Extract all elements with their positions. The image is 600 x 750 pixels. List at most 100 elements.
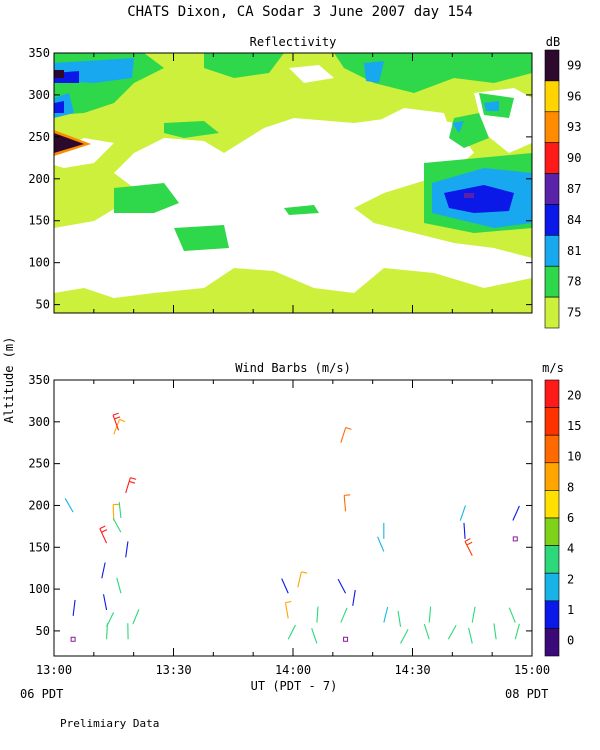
wind-xtick-label: 14:30 xyxy=(394,663,430,677)
wind-barb xyxy=(352,589,356,606)
wind-barb xyxy=(72,599,76,616)
refl-colorbar-label: 93 xyxy=(567,120,581,134)
wind-barb xyxy=(297,571,308,588)
wind-y-axis: 50 100 150 200 250 300 350 xyxy=(28,373,532,638)
wind-barb xyxy=(464,538,473,556)
refl-x-axis xyxy=(53,53,533,313)
wind-barb xyxy=(284,601,292,619)
refl-colorbar-band xyxy=(544,235,560,267)
refl-blue-patch-2 xyxy=(54,101,64,113)
wind-ytick-label: 200 xyxy=(28,498,50,512)
refl-colorbar-band xyxy=(544,49,560,82)
reflectivity-title: Reflectivity xyxy=(250,35,337,49)
refl-green-patch-7 xyxy=(449,113,489,148)
wind-barb xyxy=(343,494,351,512)
preliminary-note: Prelimiary Data xyxy=(60,717,159,730)
refl-colorbar-label: 84 xyxy=(567,213,581,227)
refl-colorbar-band xyxy=(544,111,560,143)
refl-ytick-label: 350 xyxy=(28,46,50,60)
wind-colorbar-label: 8 xyxy=(567,480,574,494)
wind-barb xyxy=(125,541,129,558)
refl-purple-dot xyxy=(464,193,474,198)
refl-green-patch-2 xyxy=(204,53,284,78)
wind-barb xyxy=(316,606,319,623)
wind-ytick-label: 250 xyxy=(28,457,50,471)
wind-ytick-label: 150 xyxy=(28,540,50,554)
refl-colorbar-band xyxy=(544,173,560,205)
wind-barb xyxy=(132,609,140,625)
wind-barb-calm xyxy=(343,636,349,642)
wind-barb xyxy=(463,522,466,539)
refl-ytick-label: 250 xyxy=(28,130,50,144)
wind-barb-calm xyxy=(512,536,518,542)
wind-barb xyxy=(508,607,516,623)
wind-title: Wind Barbs (m/s) xyxy=(235,361,351,375)
wind-ytick-label: 300 xyxy=(28,415,50,429)
wind-ytick-label: 100 xyxy=(28,582,50,596)
wind-barb xyxy=(125,477,137,494)
refl-colorbar-band xyxy=(544,265,560,298)
refl-colorbar-label: 81 xyxy=(567,244,581,258)
wind-barb xyxy=(281,578,289,594)
refl-colorbar-label: 75 xyxy=(567,306,581,320)
x-axis-label: UT (PDT - 7) xyxy=(251,679,338,693)
wind-barb xyxy=(311,628,318,644)
refl-green-patch-10 xyxy=(284,205,319,215)
end-time-label: 08 PDT xyxy=(505,687,548,701)
refl-white-region-5 xyxy=(289,65,334,83)
wind-barb xyxy=(112,412,121,431)
refl-dark-patch xyxy=(54,70,64,78)
wind-barb xyxy=(383,606,389,623)
wind-barb xyxy=(493,623,497,640)
refl-colorbar-label: 78 xyxy=(567,275,581,289)
wind-xtick-label: 15:00 xyxy=(514,663,550,677)
wind-ytick-label: 350 xyxy=(28,373,50,387)
refl-ytick-label: 150 xyxy=(28,214,50,228)
figure-title: CHATS Dixon, CA Sodar 3 June 2007 day 15… xyxy=(127,4,473,20)
wind-barb xyxy=(512,505,520,521)
refl-peak-core xyxy=(54,133,84,153)
wind-colorbar-label: 20 xyxy=(567,388,581,402)
wind-barb xyxy=(377,536,385,552)
wind-barb xyxy=(337,578,347,594)
start-time-label: 06 PDT xyxy=(20,687,63,701)
wind-barb xyxy=(99,525,108,544)
wind-colorbar-band xyxy=(544,407,560,436)
wind-colorbar-label: 15 xyxy=(567,419,581,433)
wind-barbs xyxy=(64,412,520,644)
wind-colorbar-band xyxy=(544,379,560,408)
refl-ytick-label: 300 xyxy=(28,88,50,102)
refl-cyan-patch-6 xyxy=(484,101,499,111)
refl-cyan-patch-3 xyxy=(364,61,384,83)
refl-ytick-label: 200 xyxy=(28,172,50,186)
wind-barb xyxy=(428,606,432,623)
wind-barb xyxy=(400,629,409,644)
refl-green-patch-4 xyxy=(164,121,219,138)
wind-barb xyxy=(340,426,352,443)
wind-colorbar-label: 10 xyxy=(567,450,581,464)
reflectivity-plot xyxy=(54,53,532,313)
refl-blue-core xyxy=(444,185,514,213)
refl-cyan-patch-5 xyxy=(452,121,464,133)
wind-colorbar-band xyxy=(544,517,560,546)
wind-barb xyxy=(113,418,126,435)
wind-barb-calm xyxy=(70,636,76,642)
refl-colorbar-unit: dB xyxy=(546,35,560,49)
wind-barb xyxy=(64,498,74,513)
refl-white-region-3 xyxy=(374,108,454,153)
wind-barb xyxy=(287,624,296,640)
wind-xtick-label: 13:30 xyxy=(155,663,191,677)
wind-barb xyxy=(340,607,348,623)
refl-y-axis: 50 100 150 200 250 300 350 xyxy=(28,46,532,312)
refl-colorbar-band xyxy=(544,296,560,329)
wind-x-axis: 13:00 13:30 14:00 14:30 15:00 xyxy=(36,380,550,677)
y-axis-label: Altitude (m) xyxy=(2,337,16,424)
wind-barb xyxy=(471,606,476,623)
wind-colorbar-band xyxy=(544,545,560,574)
refl-white-region-1 xyxy=(54,115,532,298)
wind-barb xyxy=(514,623,520,640)
reflectivity-panel: Reflectivity xyxy=(28,35,581,329)
refl-ytick-label: 100 xyxy=(28,256,50,270)
